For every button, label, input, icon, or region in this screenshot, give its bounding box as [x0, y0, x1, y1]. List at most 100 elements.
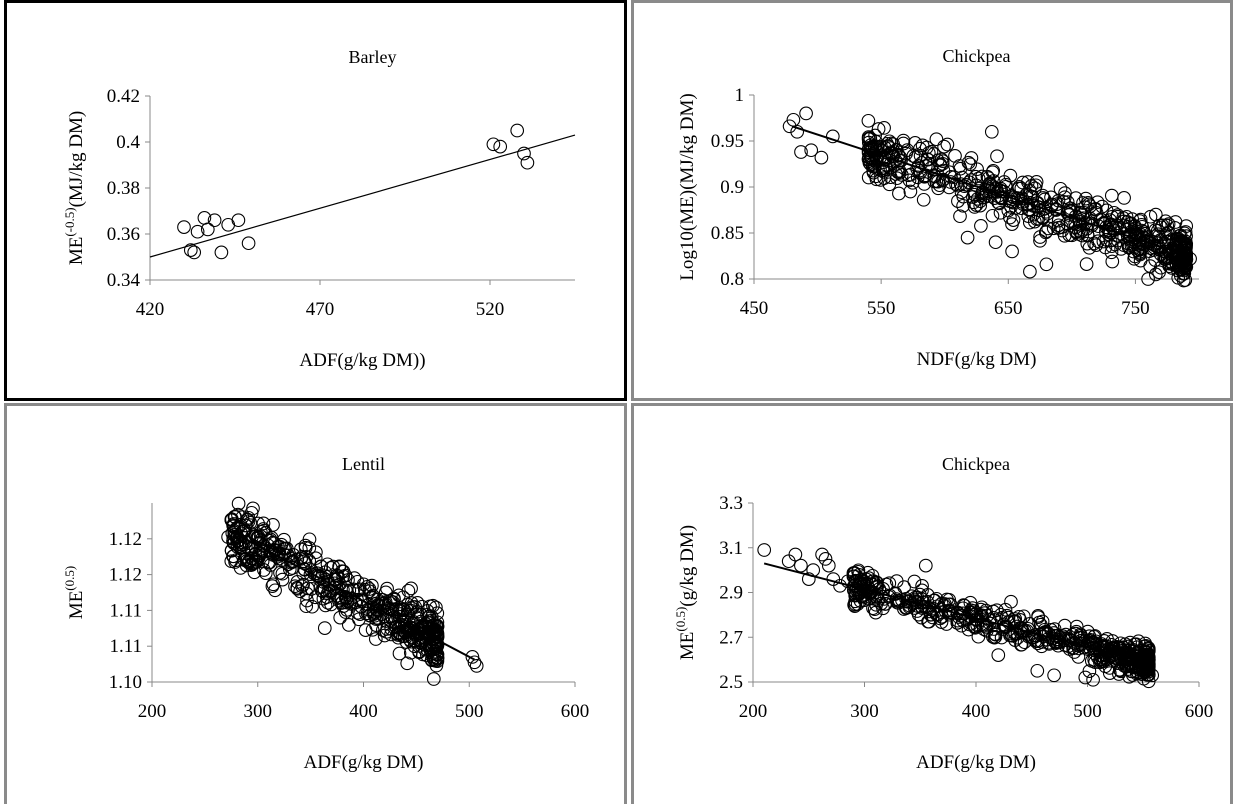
data-point	[979, 186, 993, 201]
x-tick-label: 500	[1073, 701, 1102, 722]
y-tick-label: 0.85	[711, 223, 744, 244]
data-point	[177, 220, 191, 234]
data-point	[1057, 618, 1072, 633]
data-point	[1076, 196, 1090, 210]
data-point	[1152, 265, 1166, 280]
data-point	[857, 574, 872, 589]
data-point	[850, 597, 865, 611]
data-point	[1081, 216, 1096, 231]
data-point	[302, 554, 317, 568]
y-axis-label-superscript: (-0.5)	[62, 207, 77, 236]
data-point	[1026, 199, 1041, 213]
y-axis-label-main: ME	[66, 591, 87, 620]
data-point	[853, 594, 868, 608]
data-point	[918, 159, 933, 173]
data-point	[994, 630, 1009, 645]
data-point	[1031, 608, 1045, 623]
data-point	[757, 543, 772, 557]
data-point	[894, 168, 909, 182]
data-point	[1041, 221, 1056, 236]
data-point	[467, 655, 482, 670]
y-axis-label-main: ME	[66, 237, 87, 266]
chart-svg-chickpea-ndf: Chickpea 0.8 0.85 0.9 0.95 1 450 550 650 750 NDF(g…	[677, 46, 1199, 370]
y-tick-label: 0.42	[107, 86, 140, 107]
y-tick-label: 0.38	[107, 178, 140, 199]
data-point	[1134, 218, 1149, 232]
data-point	[351, 583, 366, 598]
data-point	[967, 200, 982, 214]
data-point	[825, 129, 840, 144]
data-point	[1121, 662, 1136, 676]
data-point	[377, 628, 392, 643]
data-point	[1139, 652, 1154, 667]
data-point	[1098, 240, 1113, 255]
data-point	[300, 593, 314, 608]
data-point	[782, 119, 797, 134]
chart-panel-chickpea-ndf: Chickpea 0.8 0.85 0.9 0.95 1 450 550 650 750 NDF(g…	[631, 0, 1233, 401]
data-point	[493, 139, 508, 154]
chart-title: Chickpea	[943, 46, 1011, 66]
x-tick-label: 500	[455, 701, 484, 722]
data-point	[924, 161, 938, 175]
data-point	[1148, 267, 1163, 282]
y-tick-label: 0.4	[116, 132, 140, 153]
data-point	[317, 621, 332, 635]
data-point	[1046, 221, 1061, 236]
data-point	[974, 602, 988, 617]
y-tick-label: 3.3	[719, 493, 743, 514]
y-tick-label: 1.12	[109, 529, 142, 550]
data-point	[469, 659, 484, 673]
y-axis-label: ME(0.5)(g/kg DM)	[673, 525, 698, 660]
trendline	[791, 125, 1187, 257]
y-axis-label-unit: (g/kg DM)	[677, 525, 698, 607]
data-point	[384, 627, 398, 642]
data-point	[968, 169, 983, 184]
data-point	[985, 208, 1000, 223]
data-point	[1107, 205, 1121, 220]
data-point	[929, 591, 944, 606]
data-point	[293, 584, 307, 599]
data-point	[350, 574, 365, 589]
x-tick-label: 550	[867, 298, 896, 319]
data-point	[915, 579, 929, 593]
data-point	[378, 595, 393, 609]
x-tick-label: 400	[962, 701, 991, 722]
data-point	[1099, 232, 1114, 247]
data-point	[1021, 629, 1036, 644]
data-point	[951, 194, 965, 208]
data-point	[973, 198, 988, 213]
data-point	[1056, 195, 1071, 209]
data-point	[268, 583, 282, 598]
data-point	[400, 656, 415, 671]
data-point	[251, 548, 266, 563]
data-point	[931, 181, 946, 196]
data-point	[221, 530, 235, 544]
data-point	[877, 121, 891, 135]
data-point	[1113, 636, 1128, 651]
chart-svg-chickpea-adf: Chickpea 2.5 2.7 2.9 3.1 3.3 200 300 400 500 600 AD…	[673, 454, 1213, 773]
data-point	[1047, 668, 1061, 683]
chart-title: Chickpea	[942, 454, 1010, 474]
y-tick-label: 0.9	[720, 177, 744, 198]
data-point	[985, 165, 1000, 180]
data-point	[1065, 228, 1079, 243]
data-point	[200, 222, 215, 237]
data-point	[871, 122, 886, 136]
data-point	[368, 632, 383, 646]
data-point	[1004, 594, 1018, 609]
data-point	[1143, 209, 1158, 224]
y-axis-label-group: ME(-0.5)(MJ/kg DM)	[62, 111, 87, 265]
data-point	[284, 554, 299, 569]
data-point	[231, 496, 246, 511]
data-point	[826, 572, 841, 586]
data-point	[877, 171, 892, 185]
data-point	[233, 561, 248, 575]
data-point	[1086, 672, 1100, 687]
data-point	[804, 143, 819, 158]
data-point	[992, 183, 1007, 197]
data-point	[957, 179, 972, 194]
data-point	[801, 572, 816, 586]
data-point	[861, 132, 876, 146]
data-point	[392, 646, 407, 661]
data-point	[1003, 210, 1017, 225]
